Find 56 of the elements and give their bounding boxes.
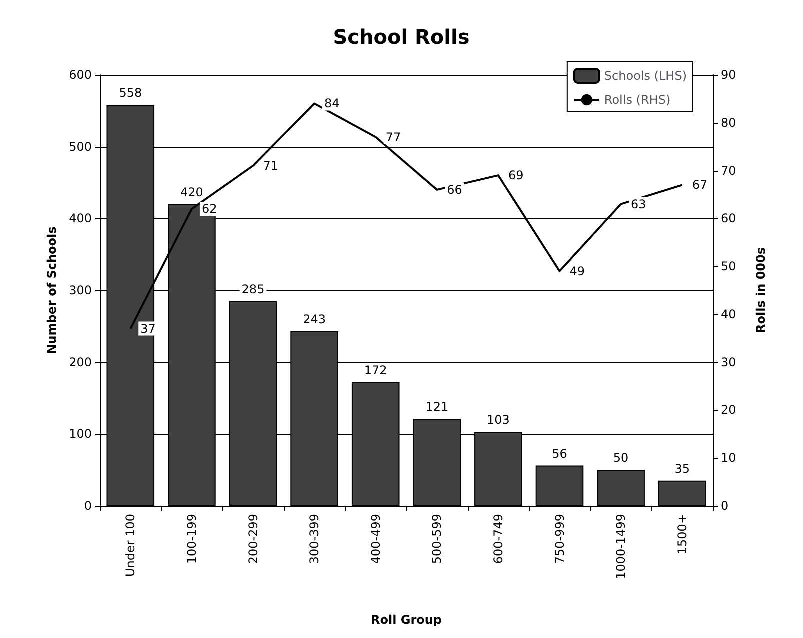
data-label: 121 (426, 400, 449, 414)
y-axis-title: Number of Schools (45, 226, 59, 354)
y-tick-label: 200 (69, 355, 92, 370)
x-tick-label: 200-299 (246, 514, 260, 564)
data-label: 172 (364, 363, 388, 378)
y2-tick-label: 0 (721, 499, 729, 513)
data-label: 71 (263, 158, 279, 173)
x-tick-label: 400-499 (368, 514, 383, 564)
x-tick-label: 600-749 (491, 514, 506, 564)
data-label: 37 (140, 322, 156, 336)
y2-tick-label: 60 (721, 212, 736, 226)
y2-tick-label: 30 (721, 355, 736, 370)
data-label: 103 (486, 413, 510, 428)
y-tick-label: 500 (69, 140, 92, 154)
x-tick-label: Under 100 (124, 514, 138, 578)
data-label: 84 (324, 96, 340, 111)
data-label: 420 (180, 185, 204, 200)
legend-label: Rolls (RHS) (604, 93, 671, 107)
x-tick-label: 100-199 (184, 514, 199, 564)
y2-tick-label: 20 (721, 403, 736, 418)
x-tick-label: 750-999 (552, 514, 567, 564)
y-tick-label: 300 (69, 284, 92, 298)
y-tick-label: 0 (84, 499, 92, 513)
data-label: 66 (447, 182, 462, 197)
chart-title: School Rolls (333, 25, 470, 49)
x-tick-label: 300-399 (308, 514, 322, 564)
x-tick-label: 1500+ (675, 514, 690, 555)
bar (597, 470, 645, 506)
bar (658, 480, 706, 506)
data-label: 56 (552, 446, 568, 461)
data-label: 558 (119, 86, 142, 100)
x-tick-label: 1000-1499 (614, 514, 628, 580)
data-label: 62 (202, 202, 218, 216)
data-label: 49 (570, 264, 586, 278)
data-label: 50 (613, 451, 629, 466)
data-label: 243 (303, 312, 326, 326)
y2-tick-label: 40 (721, 307, 736, 322)
data-label: 63 (631, 197, 646, 212)
data-label: 77 (386, 130, 402, 144)
data-label: 69 (508, 168, 524, 183)
data-label: 35 (674, 462, 690, 476)
y2-axis-title: Rolls in 000s (754, 247, 768, 334)
y-tick-label: 100 (69, 427, 92, 442)
y2-tick-label: 90 (721, 68, 736, 82)
bar (536, 466, 584, 506)
y-tick-label: 400 (69, 212, 92, 226)
y2-tick-label: 50 (721, 260, 736, 274)
x-tick-label: 500-599 (430, 514, 444, 564)
y2-tick-label: 70 (721, 164, 736, 178)
data-label: 67 (692, 178, 708, 192)
x-axis-title: Roll Group (370, 613, 442, 627)
data-label: 285 (242, 282, 265, 296)
y-tick-label: 600 (69, 68, 92, 82)
y2-tick-label: 80 (721, 116, 736, 130)
legend-label: Schools (LHS) (604, 69, 687, 83)
y2-tick-label: 10 (721, 451, 736, 466)
